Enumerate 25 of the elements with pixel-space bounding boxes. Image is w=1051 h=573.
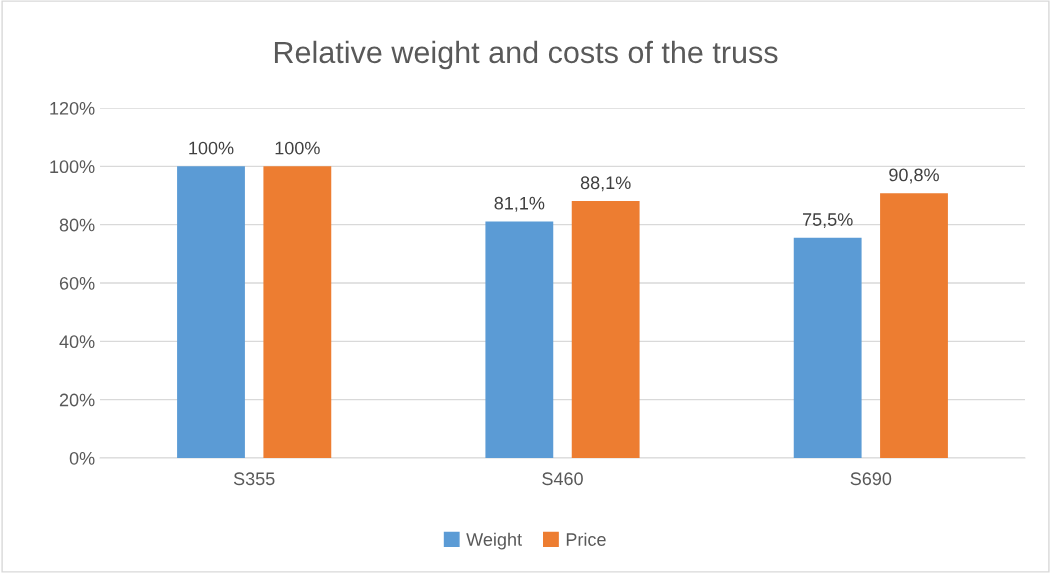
y-tick-label: 40% (59, 335, 95, 349)
data-label: 100% (189, 141, 234, 155)
y-tick-label: 60% (59, 276, 95, 290)
y-tick-label: 120% (50, 101, 95, 115)
y-tick-label: 100% (50, 160, 95, 174)
data-label: 75,5% (803, 213, 853, 229)
bar (571, 201, 640, 458)
y-tick-label: 0% (69, 451, 95, 465)
x-tick-label: S460 (542, 472, 583, 486)
bar (263, 166, 332, 458)
bar (177, 166, 245, 458)
chart-title: Relative weight and costs of the truss (274, 40, 778, 70)
bar (793, 237, 862, 458)
legend-label: Weight (466, 532, 522, 550)
data-label: 81,1% (494, 196, 545, 212)
data-label: 100% (275, 141, 320, 155)
y-tick-label: 80% (59, 218, 95, 232)
y-tick-label: 20% (59, 393, 95, 407)
bar (880, 193, 948, 458)
bar (485, 221, 554, 458)
x-tick-label: S690 (850, 472, 892, 486)
data-label: 88,1% (580, 176, 631, 192)
data-label: 90,8% (889, 168, 939, 184)
x-tick-label: S355 (233, 472, 275, 486)
legend-label: Price (566, 532, 606, 546)
